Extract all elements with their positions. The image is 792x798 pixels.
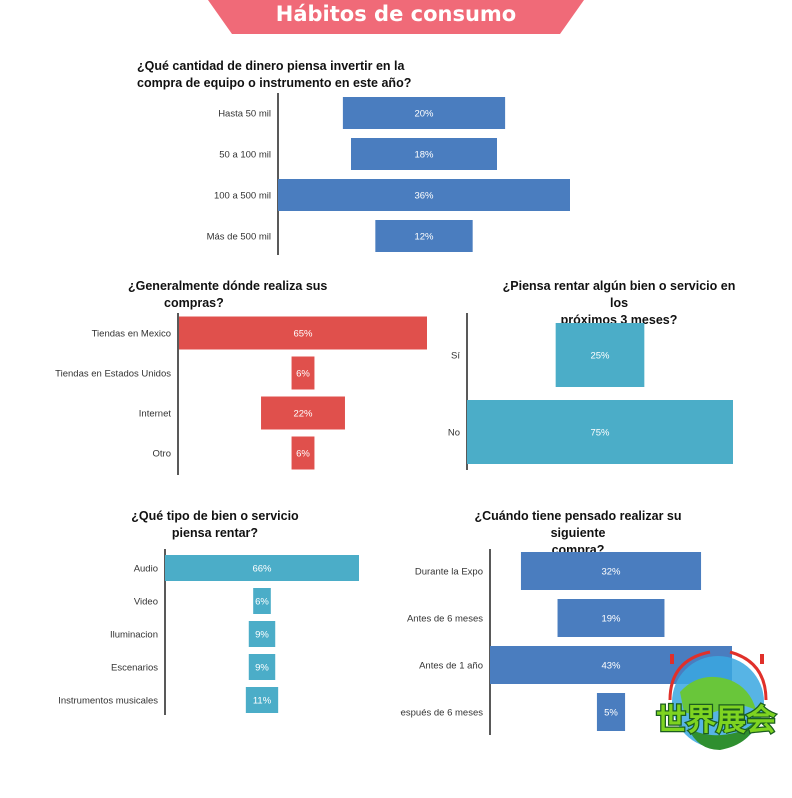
chart-tipo: ¿Qué tipo de bien o servicio piensa rent… [0, 505, 400, 735]
category-label: Iluminacion [110, 630, 158, 641]
logo-text: 世界展会 [656, 703, 776, 738]
category-label: Escenarios [111, 663, 158, 674]
category-label: Más de 500 mil [207, 232, 271, 243]
data-label: 20% [414, 109, 434, 120]
data-label: 43% [601, 661, 621, 672]
bar [596, 693, 626, 731]
bar [555, 323, 645, 387]
chart-title: ¿Qué cantidad de dinero piensa invertir … [137, 59, 412, 90]
chart-plot: 25% Sí 75% No [448, 313, 733, 470]
chart-plot: 65% Tiendas en Mexico 6% Tiendas en Estados… [55, 313, 427, 475]
category-label: Instrumentos musicales [58, 696, 158, 707]
bar [248, 621, 276, 647]
category-label: Antes de 6 meses [407, 614, 483, 625]
bar [351, 138, 497, 170]
data-label: 9% [255, 630, 269, 641]
category-label: Otro [153, 449, 171, 460]
category-label: Hasta 50 mil [218, 109, 271, 120]
bar [179, 316, 427, 350]
data-label: 11% [253, 696, 272, 707]
logo: 世界展会 [655, 650, 777, 750]
header-banner [208, 0, 584, 34]
category-label: Tiendas en Mexico [92, 329, 171, 340]
data-label: 6% [296, 449, 310, 460]
category-label: Tiendas en Estados Unidos [55, 369, 171, 380]
chart-inversion: ¿Qué cantidad de dinero piensa invertir … [0, 55, 792, 265]
bar [245, 687, 279, 713]
bar [291, 356, 315, 390]
category-label: Audio [134, 564, 158, 575]
data-label: 32% [601, 567, 621, 578]
data-label: 6% [296, 369, 310, 380]
page-title: Hábitos de consumo [275, 2, 517, 26]
bar [248, 654, 276, 680]
data-label: 66% [252, 564, 272, 575]
data-label: 25% [590, 351, 610, 362]
category-label: Antes de 1 año [419, 661, 483, 672]
bar [557, 599, 665, 637]
chart-plot: 66% Audio 6% Video 9% Iluminacion 9% Escenarios… [58, 549, 359, 715]
category-label: Después de 6 meses [400, 708, 483, 719]
data-label: 75% [590, 428, 610, 439]
data-label: 5% [604, 708, 618, 719]
category-label: Durante la Expo [415, 567, 483, 578]
category-label: Sí [451, 351, 460, 362]
chart-title: ¿Qué tipo de bien o servicio piensa rent… [131, 509, 299, 540]
data-label: 18% [414, 150, 434, 161]
chart-title: ¿Generalmente dónde realiza sus compras? [128, 279, 328, 310]
bar [467, 400, 733, 464]
bar [342, 97, 506, 129]
data-label: 36% [414, 191, 434, 202]
bar [291, 436, 315, 470]
bar [520, 552, 702, 590]
data-label: 6% [255, 597, 269, 608]
data-label: 9% [255, 663, 269, 674]
category-label: Internet [139, 409, 172, 420]
category-label: 100 a 500 mil [214, 191, 271, 202]
category-label: No [448, 428, 460, 439]
category-label: 50 a 100 mil [219, 150, 271, 161]
bar [278, 179, 570, 211]
chart-rentar: ¿Piensa rentar algún bien o servicio en … [440, 275, 792, 485]
bar [375, 220, 473, 252]
category-label: Video [134, 597, 158, 608]
bar [253, 588, 271, 614]
bar [261, 396, 345, 430]
chart-compras: ¿Generalmente dónde realiza sus compras?… [0, 275, 440, 485]
data-label: 65% [293, 329, 313, 340]
data-label: 19% [601, 614, 621, 625]
chart-plot: 20% Hasta 50 mil 18% 50 a 100 mil 36% 100 a 5… [207, 93, 570, 255]
bar [165, 555, 359, 581]
data-label: 22% [293, 409, 313, 420]
data-label: 12% [414, 232, 434, 243]
